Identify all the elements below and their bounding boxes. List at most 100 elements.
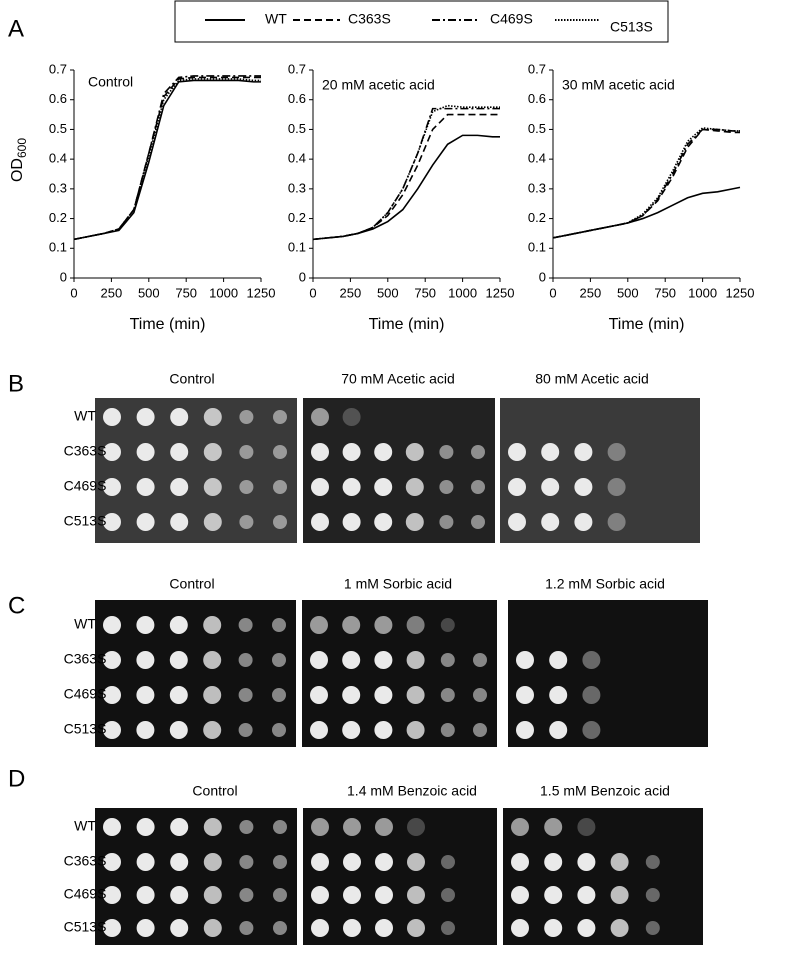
- yeast-spot: [439, 480, 454, 494]
- yeast-spot: [645, 855, 660, 869]
- yeast-spot: [342, 478, 361, 496]
- yeast-spot: [441, 921, 455, 935]
- legend-label: C469S: [490, 11, 533, 27]
- yeast-spot: [574, 478, 593, 496]
- yeast-spot: [103, 686, 121, 704]
- yeast-spot: [549, 686, 568, 704]
- y-tick-label: 0.7: [528, 61, 546, 76]
- yeast-spot: [311, 853, 329, 871]
- yeast-spot: [405, 513, 424, 531]
- x-tick-label: 0: [549, 285, 556, 300]
- yeast-spot: [511, 886, 529, 904]
- series-line: [552, 128, 740, 239]
- yeast-spot: [473, 723, 487, 737]
- yeast-spot: [238, 723, 253, 737]
- legend-box: [174, 0, 669, 43]
- yeast-spot: [473, 688, 487, 702]
- yeast-spot: [239, 820, 254, 834]
- yeast-spot: [136, 408, 155, 426]
- yeast-spot: [407, 886, 425, 904]
- y-tick-label: 0.7: [49, 61, 67, 76]
- yeast-spot: [374, 513, 393, 531]
- yeast-spot: [311, 408, 329, 426]
- yeast-spot: [169, 616, 188, 634]
- yeast-spot: [374, 721, 393, 739]
- yeast-spot: [136, 886, 155, 904]
- condition-label: 1 mM Sorbic acid: [344, 576, 452, 592]
- legend-label: C363S: [348, 11, 391, 27]
- x-axis-label: Time (min): [130, 316, 206, 333]
- x-tick-label: 500: [138, 285, 160, 300]
- condition-label: 1.2 mM Sorbic acid: [545, 576, 665, 592]
- yeast-spot: [343, 919, 361, 937]
- yeast-spot: [310, 616, 328, 634]
- yeast-spot: [203, 513, 222, 531]
- yeast-spot: [310, 651, 328, 669]
- condition-label: 70 mM Acetic acid: [341, 371, 455, 387]
- yeast-spot: [342, 616, 361, 634]
- strain-label: C363S: [64, 651, 107, 667]
- yeast-spot: [239, 410, 254, 424]
- y-tick-label: 0.1: [528, 240, 546, 255]
- yeast-spot: [549, 721, 568, 739]
- yeast-spot: [405, 443, 424, 461]
- series-line: [312, 107, 500, 241]
- yeast-spot: [273, 410, 287, 424]
- yeast-spot: [273, 855, 287, 869]
- y-tick-label: 0.2: [528, 210, 546, 225]
- yeast-spot: [516, 686, 534, 704]
- yeast-spot: [203, 686, 222, 704]
- yeast-spot: [582, 721, 601, 739]
- yeast-spot: [374, 686, 393, 704]
- yeast-spot: [343, 818, 361, 836]
- yeast-spot: [273, 515, 287, 529]
- yeast-spot: [311, 443, 329, 461]
- yeast-spot: [239, 921, 254, 935]
- yeast-spot: [136, 616, 155, 634]
- x-tick-label: 1250: [486, 285, 515, 300]
- x-tick-label: 0: [70, 285, 77, 300]
- yeast-spot: [239, 855, 254, 869]
- yeast-spot: [511, 919, 529, 937]
- x-tick-label: 250: [101, 285, 123, 300]
- panel-letter: B: [8, 370, 24, 397]
- strain-label: WT: [74, 408, 96, 424]
- yeast-spot: [406, 686, 425, 704]
- yeast-spot: [136, 478, 155, 496]
- yeast-spot: [375, 919, 393, 937]
- yeast-spot: [516, 651, 534, 669]
- yeast-spot: [203, 651, 222, 669]
- y-tick-label: 0.6: [288, 91, 306, 106]
- yeast-spot: [541, 478, 560, 496]
- yeast-spot: [471, 445, 485, 459]
- yeast-spot: [342, 513, 361, 531]
- y-axis-label-subscript: 600: [15, 138, 29, 158]
- yeast-spot: [574, 513, 593, 531]
- y-axis-label: OD600: [9, 138, 29, 182]
- yeast-spot: [311, 919, 329, 937]
- y-tick-label: 0.2: [49, 210, 67, 225]
- strain-label: C469S: [64, 886, 107, 902]
- yeast-spot: [406, 721, 425, 739]
- yeast-spot: [103, 721, 121, 739]
- strain-label: C363S: [64, 443, 107, 459]
- yeast-spot: [238, 618, 253, 632]
- yeast-spot: [577, 919, 596, 937]
- condition-label: Control: [192, 783, 237, 799]
- yeast-spot: [136, 651, 155, 669]
- y-tick-label: 0.4: [288, 151, 306, 166]
- annotation: Control: [88, 74, 133, 90]
- yeast-spot: [374, 478, 393, 496]
- yeast-spot: [407, 853, 425, 871]
- yeast-spot: [549, 651, 568, 669]
- yeast-spot: [374, 616, 393, 634]
- yeast-spot: [311, 818, 329, 836]
- series-line: [73, 79, 261, 241]
- yeast-spot: [311, 886, 329, 904]
- yeast-spot: [342, 651, 361, 669]
- x-tick-label: 750: [654, 285, 676, 300]
- yeast-spot: [273, 480, 287, 494]
- strain-label: C513S: [64, 919, 107, 935]
- plate-image: [508, 600, 708, 747]
- yeast-spot: [103, 651, 121, 669]
